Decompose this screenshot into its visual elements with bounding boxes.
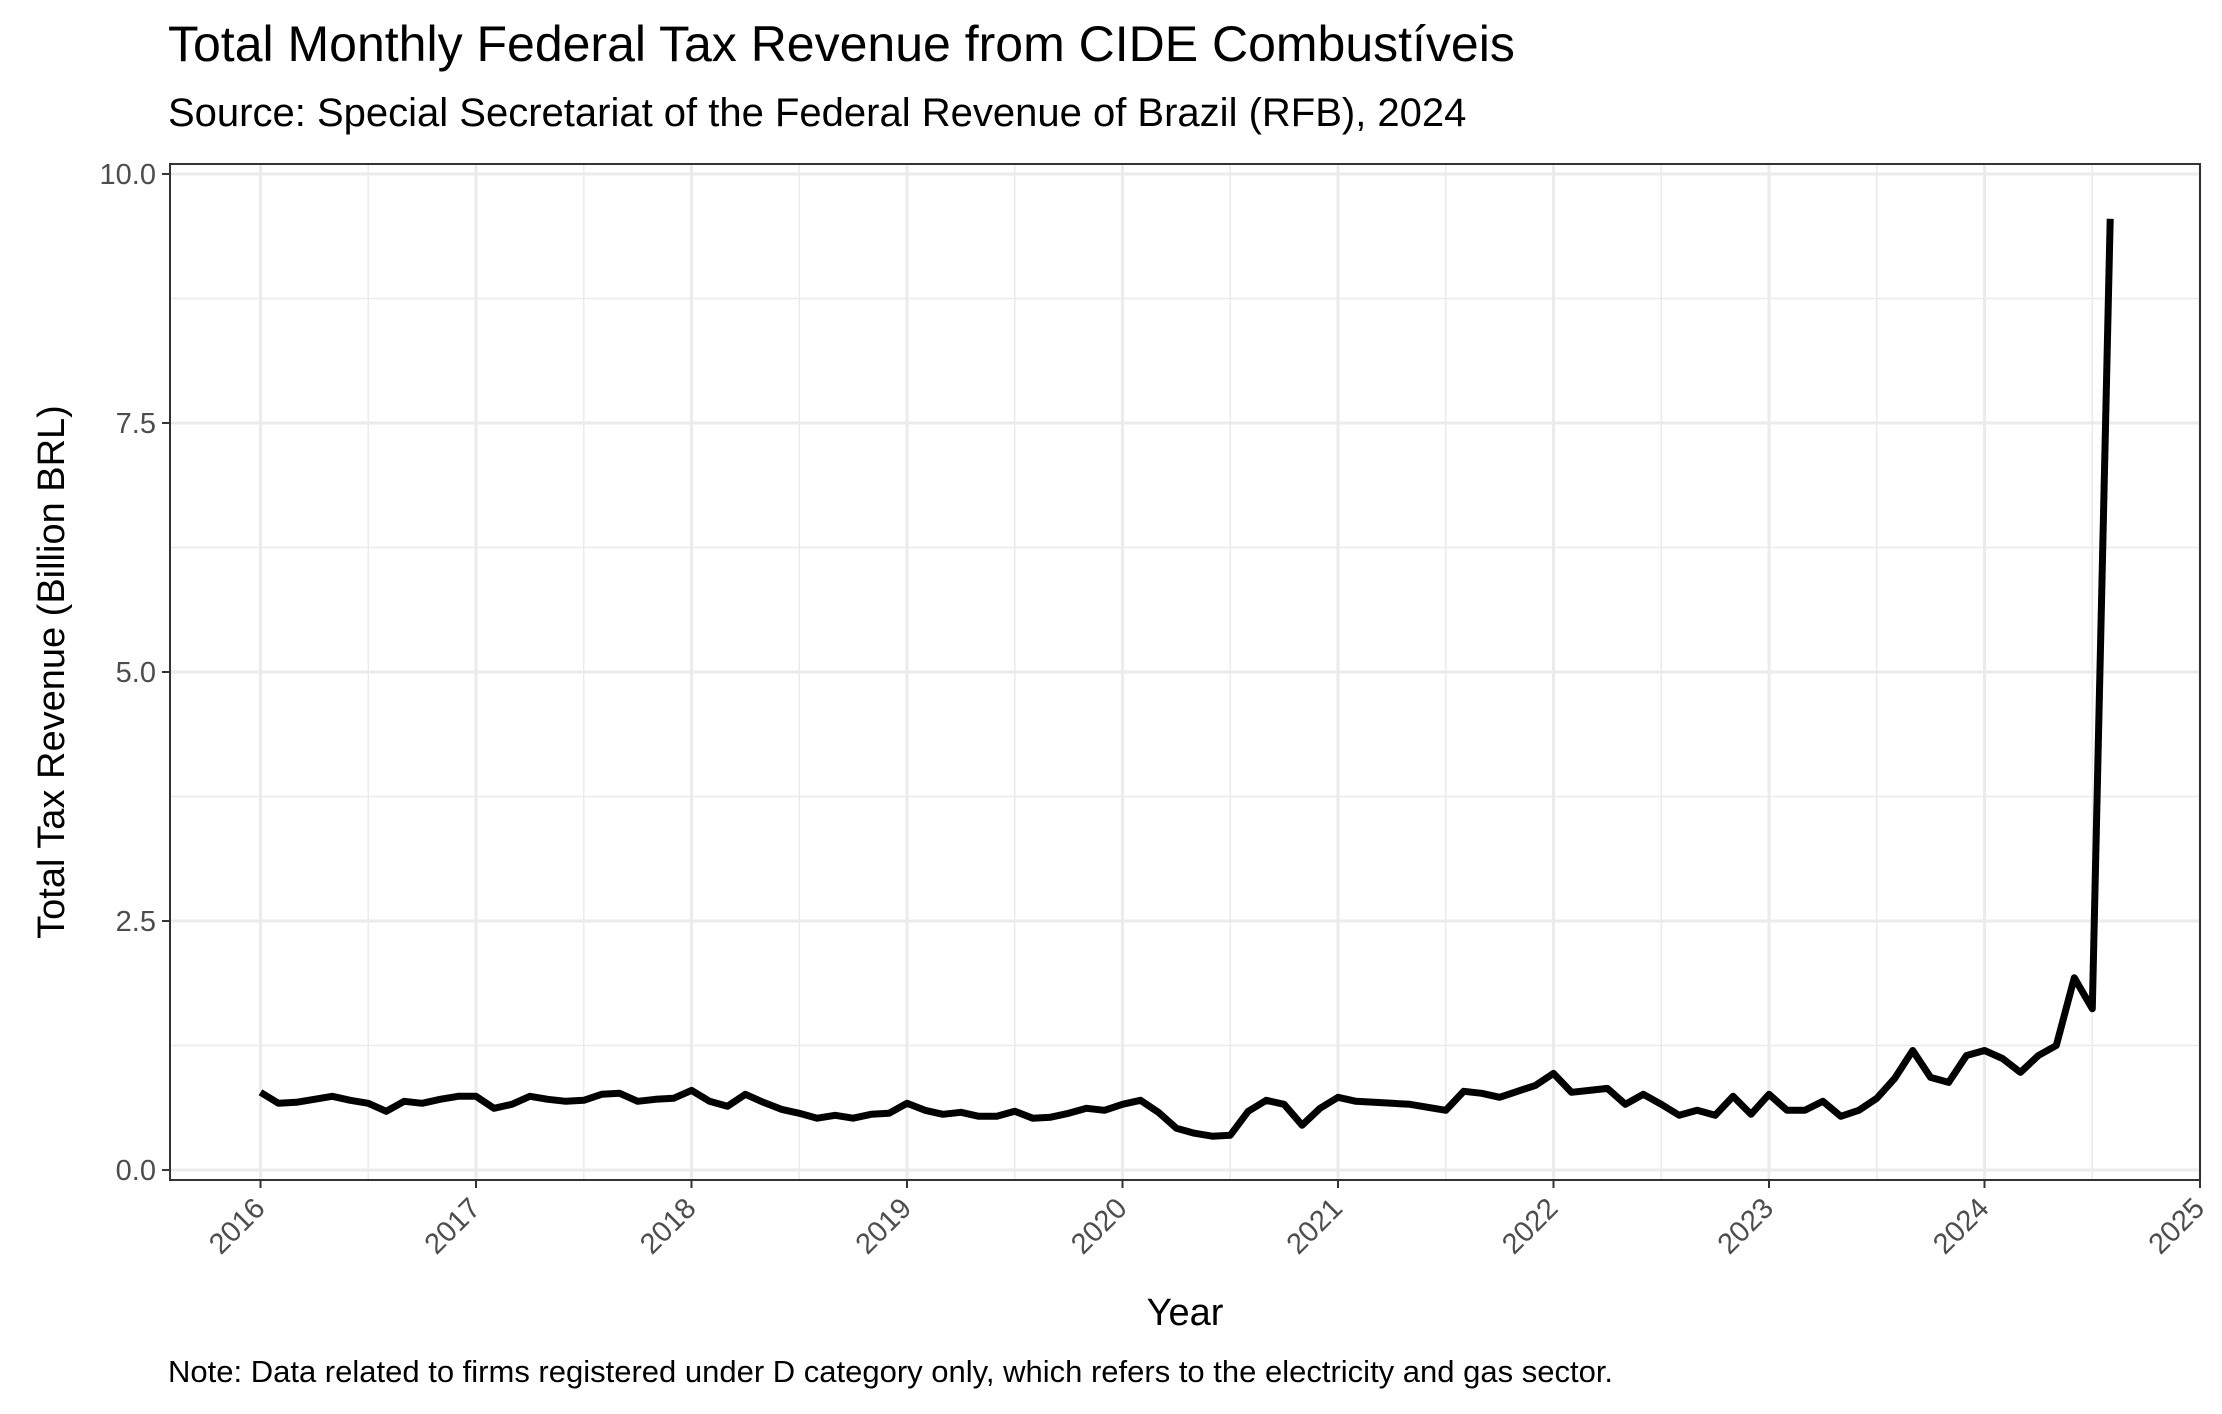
y-tick-label: 7.5: [116, 408, 156, 440]
x-tick-label: 2017: [419, 1192, 487, 1260]
x-tick-label: 2020: [1065, 1192, 1133, 1260]
x-tick-label: 2016: [203, 1192, 271, 1260]
x-tick-label: 2022: [1496, 1192, 1564, 1260]
x-tick-label: 2021: [1281, 1192, 1349, 1260]
x-tick-label: 2019: [850, 1192, 918, 1260]
x-tick-label: 2023: [1712, 1192, 1780, 1260]
x-axis-ticks: 2016 2017 2018 2019 2020 2021 2022 2023 2024 2025: [203, 1180, 2211, 1261]
y-tick-label: 2.5: [116, 906, 156, 938]
chart-subtitle: Source: Special Secretariat of the Feder…: [168, 91, 1467, 135]
x-axis-title: Year: [1147, 1292, 1224, 1334]
x-tick-label: 2024: [1927, 1192, 1995, 1260]
y-tick-label: 10.0: [100, 159, 156, 191]
grid-major: [170, 164, 2202, 1180]
y-tick-label: 0.0: [116, 1155, 156, 1187]
y-axis-ticks: 0.0 2.5 5.0 7.5 10.0: [100, 159, 170, 1187]
x-tick-label: 2018: [634, 1192, 702, 1260]
chart-note: Note: Data related to firms registered u…: [168, 1354, 1614, 1389]
y-axis-title: Total Tax Revenue (Billion BRL): [31, 405, 73, 939]
chart-title: Total Monthly Federal Tax Revenue from C…: [168, 16, 1515, 72]
series-line: [258, 218, 2114, 1140]
x-tick-label: 2025: [2143, 1192, 2211, 1260]
y-tick-label: 5.0: [116, 657, 156, 689]
